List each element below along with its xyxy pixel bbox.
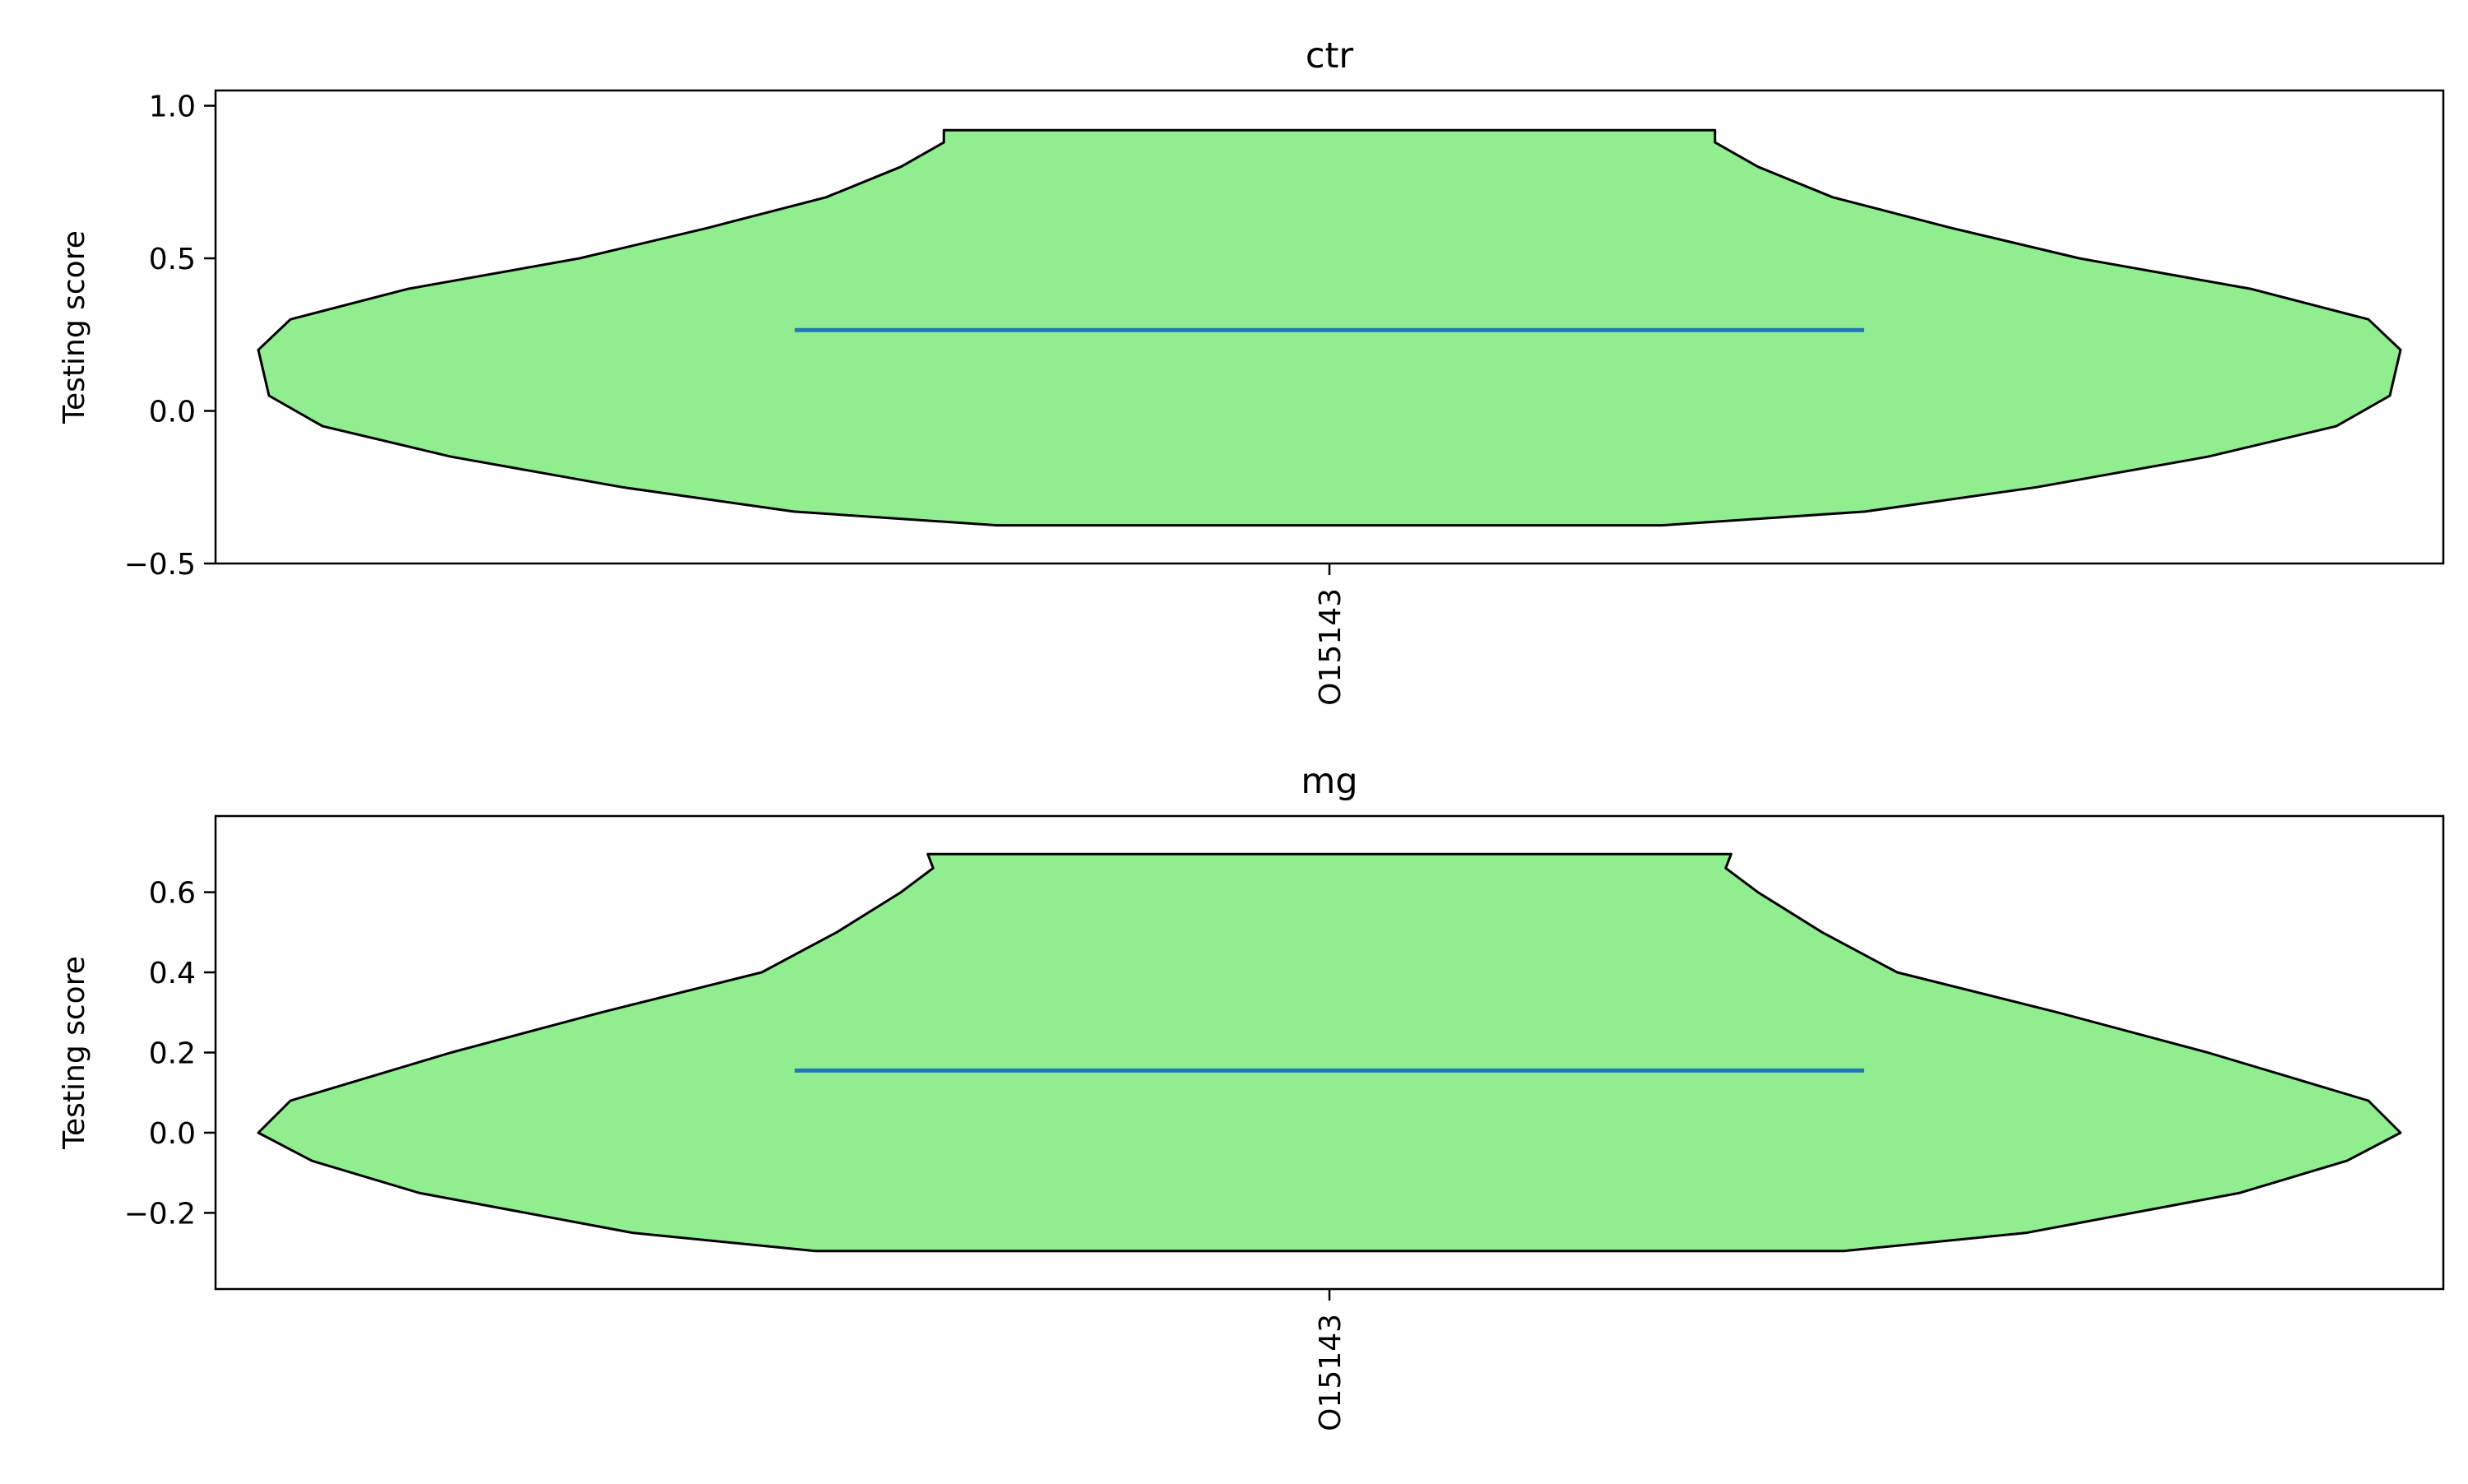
y-tick-label: 0.4	[149, 957, 196, 990]
x-tick-label: O15143	[1314, 588, 1348, 706]
subplot-ctr: ctr −0.5 0.0 0.5 1.0 Testing score O15143	[58, 35, 2443, 706]
subplot-title: ctr	[1306, 35, 1354, 77]
y-tick-label: 0.0	[149, 1117, 196, 1151]
y-tick-label: 0.2	[149, 1037, 196, 1071]
violin-body	[258, 130, 2401, 525]
x-tick-label: O15143	[1314, 1314, 1348, 1431]
violin-body	[258, 854, 2401, 1250]
y-tick-label: 1.0	[149, 90, 196, 124]
y-axis-label: Testing score	[58, 230, 91, 424]
y-tick-label: −0.5	[124, 548, 196, 582]
y-tick-label: 0.0	[149, 396, 196, 429]
y-tick-label: 0.6	[149, 877, 196, 911]
y-tick-label: −0.2	[124, 1197, 196, 1231]
subplot-mg: mg −0.2 0.0 0.2 0.4 0.6 Testing score O15143	[58, 761, 2443, 1431]
subplot-title: mg	[1301, 761, 1357, 802]
y-axis-label: Testing score	[58, 956, 91, 1150]
y-tick-label: 0.5	[149, 243, 196, 276]
